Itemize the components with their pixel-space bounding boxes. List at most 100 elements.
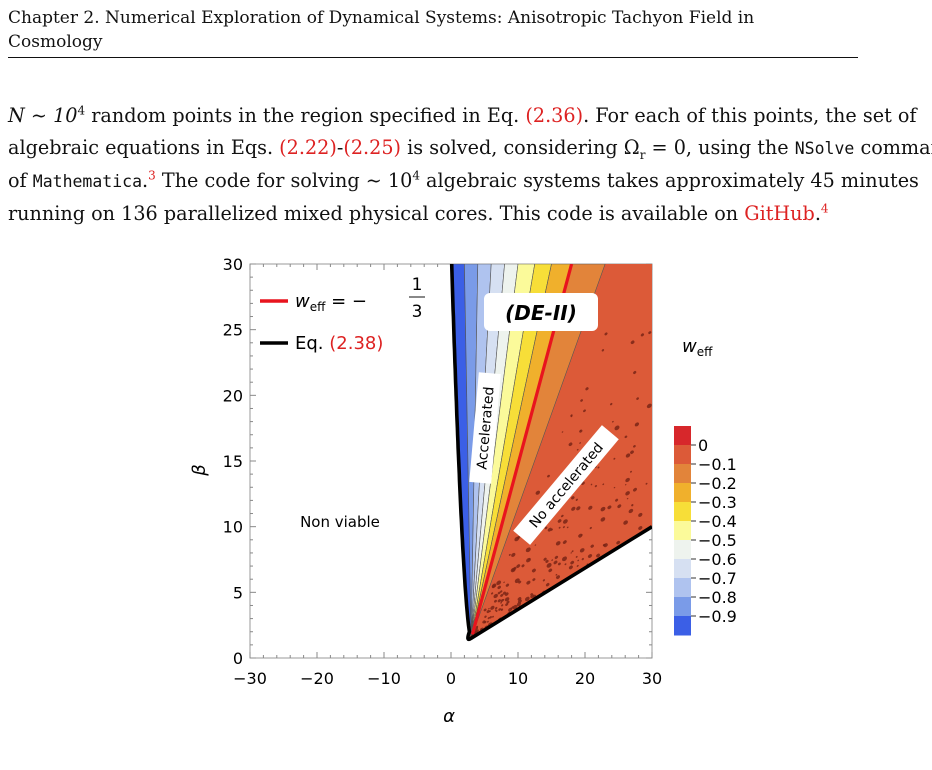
- data-speck: [562, 540, 567, 544]
- data-speck: [557, 519, 562, 523]
- text: .: [814, 202, 821, 225]
- y-tick-label: 10: [223, 518, 243, 537]
- data-speck: [601, 349, 605, 352]
- github-link[interactable]: GitHub: [744, 202, 815, 225]
- data-speck: [512, 604, 518, 610]
- data-speck: [553, 560, 558, 565]
- y-axis-label: β: [189, 464, 210, 477]
- data-speck: [547, 527, 552, 532]
- data-speck: [502, 591, 507, 595]
- x-tick-label: 10: [508, 669, 528, 688]
- boundary-eq-2-38: [449, 264, 652, 642]
- data-speck: [548, 568, 553, 573]
- eq-ref-link[interactable]: (2.22): [279, 136, 337, 159]
- data-speck: [551, 559, 554, 561]
- data-speck: [500, 593, 504, 597]
- colorbar-swatch: [674, 445, 691, 465]
- data-speck: [570, 552, 572, 554]
- data-speck: [579, 442, 581, 444]
- data-speck: [532, 578, 536, 582]
- colorbar-swatch: [674, 502, 691, 522]
- data-speck: [616, 540, 621, 545]
- data-speck: [508, 607, 513, 612]
- accelerated-label-box: [469, 372, 501, 484]
- colorbar-tick-label: −0.7: [698, 569, 737, 588]
- data-speck: [624, 435, 628, 439]
- data-speck: [638, 526, 643, 530]
- data-speck: [590, 483, 593, 486]
- header-rule: [8, 57, 858, 58]
- data-speck: [516, 564, 521, 568]
- y-tick-label: 20: [223, 386, 243, 405]
- data-speck: [630, 450, 634, 454]
- text: of: [8, 169, 33, 192]
- data-speck: [633, 487, 637, 492]
- text: algebraic systems takes approximately 45…: [419, 169, 919, 192]
- data-speck: [594, 485, 598, 488]
- data-speck: [638, 512, 643, 517]
- eq-ref-link[interactable]: (2.25): [343, 136, 402, 159]
- region-label-box: [484, 293, 598, 331]
- chapter-header-line2: Cosmology: [8, 32, 103, 52]
- x-tick-label: −20: [300, 669, 334, 688]
- superscript: 4: [77, 103, 86, 118]
- data-speck: [494, 609, 497, 611]
- footnote-link[interactable]: 4: [820, 201, 829, 216]
- colorbar-tick-label: −0.4: [698, 512, 737, 531]
- data-speck: [568, 565, 573, 570]
- colorbar-swatch: [674, 426, 691, 446]
- no-accelerated-label-box: [513, 425, 619, 545]
- chapter-header: Chapter 2. Numerical Exploration of Dyna…: [8, 6, 858, 54]
- colorbar-tick-label: −0.3: [698, 493, 737, 512]
- data-speck: [562, 526, 565, 529]
- data-speck: [613, 457, 616, 460]
- data-speck: [609, 402, 613, 406]
- data-speck: [557, 562, 561, 566]
- data-speck: [576, 448, 579, 451]
- data-speck: [505, 603, 509, 606]
- data-speck: [585, 387, 589, 391]
- data-speck: [494, 606, 498, 610]
- data-speck: [530, 593, 533, 596]
- data-speck: [492, 615, 494, 618]
- data-speck: [581, 557, 584, 561]
- y-tick-label: 5: [233, 583, 243, 602]
- data-speck: [571, 550, 574, 553]
- y-tick-label: 0: [233, 649, 243, 668]
- x-tick-label: −10: [367, 669, 401, 688]
- colorbar-swatch: [674, 597, 691, 617]
- data-speck: [614, 425, 620, 431]
- y-tick-label: 25: [223, 321, 243, 340]
- data-speck: [525, 547, 531, 553]
- text: = 0, using the: [645, 136, 795, 159]
- data-speck: [579, 429, 582, 432]
- data-speck: [550, 528, 553, 531]
- data-speck: [580, 534, 583, 536]
- data-speck: [497, 585, 501, 590]
- data-speck: [491, 583, 497, 588]
- data-speck: [535, 490, 541, 495]
- data-speck: [560, 514, 564, 518]
- accelerated-label-group: Accelerated: [469, 372, 501, 484]
- data-speck: [561, 431, 564, 433]
- data-speck: [633, 370, 637, 375]
- colorbar-swatch: [674, 521, 691, 541]
- superscript: 4: [412, 168, 420, 183]
- paragraph-line-2: algebraic equations in Eqs. (2.22)-(2.25…: [8, 132, 932, 165]
- data-speck: [490, 592, 494, 595]
- data-speck: [583, 409, 586, 413]
- data-speck: [544, 526, 548, 530]
- data-speck: [500, 599, 504, 602]
- data-speck: [554, 555, 559, 559]
- data-speck: [545, 583, 550, 587]
- footnote-link[interactable]: 3: [148, 168, 156, 183]
- data-speck: [613, 486, 616, 489]
- eq-ref-link[interactable]: (2.36): [525, 104, 584, 127]
- data-speck: [493, 593, 498, 599]
- data-speck: [633, 445, 636, 448]
- text: command: [860, 136, 932, 159]
- text: The code for solving ∼ 10: [155, 169, 413, 192]
- data-speck: [531, 568, 536, 573]
- data-speck: [487, 617, 490, 620]
